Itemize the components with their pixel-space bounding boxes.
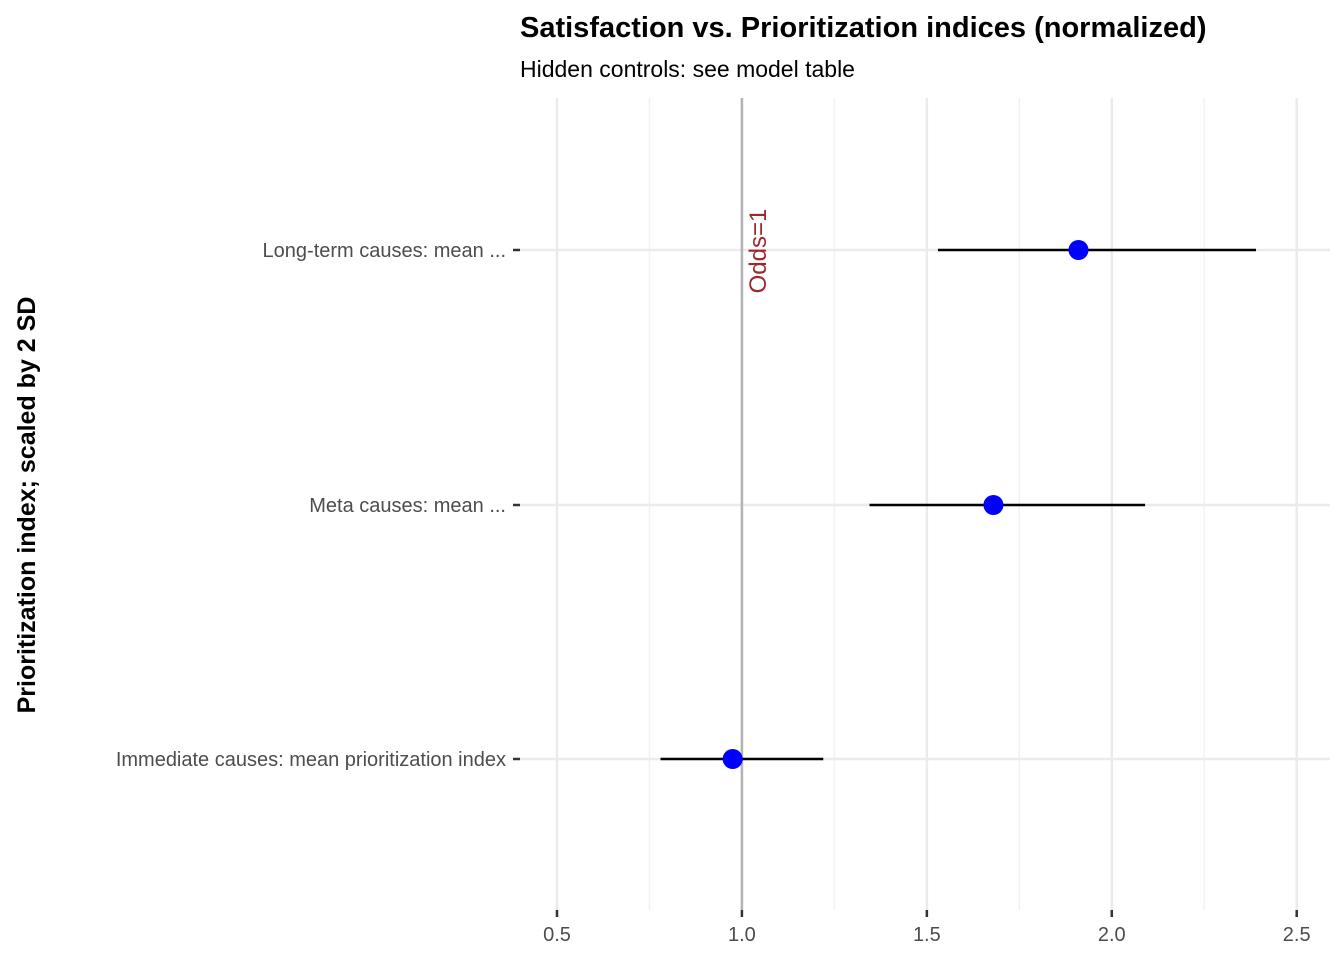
x-tick-label: 0.5 (543, 924, 571, 946)
chart-subtitle: Hidden controls: see model table (520, 56, 855, 82)
point-estimate (1068, 240, 1089, 260)
x-tick-label: 2.0 (1098, 924, 1126, 946)
reference-layer: Odds=1 (740, 98, 772, 910)
x-tick-label: 1.5 (913, 924, 941, 946)
y-axis-title: Prioritization index; scaled by 2 SD (13, 297, 41, 714)
y-tick-label: Immediate causes: mean prioritization in… (116, 749, 506, 771)
x-tick-label: 2.5 (1283, 924, 1311, 946)
y-tick-label: Meta causes: mean ... (309, 495, 506, 517)
chart-title: Satisfaction vs. Prioritization indices … (520, 12, 1206, 44)
reference-line-label: Odds=1 (745, 209, 772, 294)
axis-labels: Long-term causes: mean ... Meta causes: m… (116, 240, 1311, 946)
x-tick-label: 1.0 (728, 924, 756, 946)
point-estimate (983, 495, 1004, 515)
y-tick-label: Long-term causes: mean ... (263, 240, 506, 262)
data-marks (660, 240, 1257, 769)
point-estimate (722, 749, 743, 769)
